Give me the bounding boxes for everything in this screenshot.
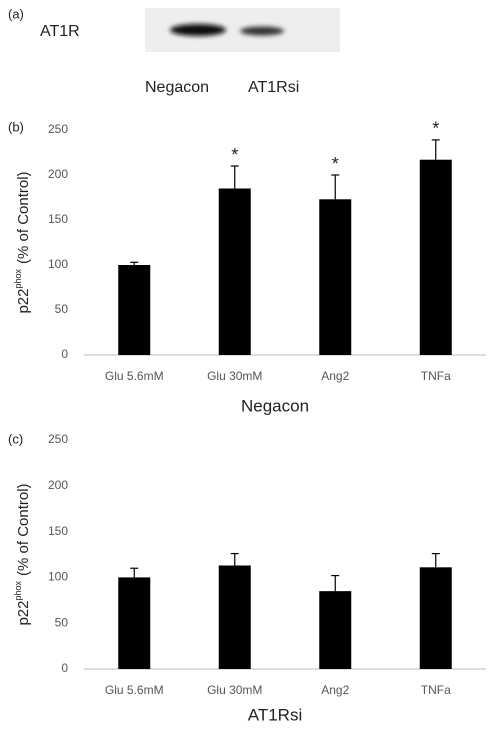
x-tick-label: Ang2	[321, 683, 349, 697]
error-bar	[432, 554, 440, 568]
bar	[219, 189, 251, 356]
y-axis-label-part: phox	[13, 580, 23, 600]
y-tick-label: 50	[55, 302, 69, 316]
blot-band	[240, 27, 284, 36]
x-tick-label: Ang2	[321, 369, 349, 383]
lane-label: Negacon	[145, 79, 209, 96]
panel-label: (a)	[8, 6, 24, 21]
y-tick-label: 100	[48, 570, 68, 584]
error-bar	[331, 175, 339, 199]
error-bar	[231, 554, 239, 566]
bar	[219, 565, 251, 669]
y-tick-label: 250	[48, 122, 68, 136]
error-bar	[130, 568, 138, 577]
bar	[319, 591, 351, 669]
x-tick-label: TNFa	[421, 369, 451, 383]
panel-label: (c)	[8, 431, 23, 446]
bar	[118, 265, 150, 355]
y-axis-label: p22phox (% of Control)	[13, 483, 32, 625]
figure: (a) AT1R Negacon AT1Rsi (b)p22phox(% of …	[0, 0, 488, 735]
significance-mark: *	[432, 119, 439, 139]
x-tick-label: TNFa	[421, 683, 451, 697]
y-axis-label: p22phox (% of Control)	[13, 171, 32, 313]
lane-label: AT1Rsi	[248, 79, 299, 96]
significance-mark: *	[332, 154, 339, 174]
y-tick-label: 200	[48, 167, 68, 181]
y-tick-label: 50	[55, 615, 69, 629]
y-axis-label-part: p22	[15, 289, 32, 314]
bar	[319, 199, 351, 355]
x-tick-label: Glu 5.6mM	[105, 369, 164, 383]
blot-protein: AT1R	[40, 23, 80, 40]
y-tick-label: 200	[48, 478, 68, 492]
x-tick-label: Glu 30mM	[207, 683, 262, 697]
x-tick-label: Glu 5.6mM	[105, 683, 164, 697]
significance-mark: *	[231, 145, 238, 165]
error-bar	[331, 576, 339, 592]
bar	[420, 567, 452, 669]
y-tick-label: 100	[48, 257, 68, 271]
y-tick-label: 150	[48, 212, 68, 226]
y-tick-label: 150	[48, 524, 68, 538]
y-axis-label-part: (% of Control)	[15, 483, 32, 576]
panel-label: (b)	[8, 119, 24, 134]
y-tick-label: 0	[61, 661, 68, 675]
error-bar	[130, 262, 138, 265]
y-axis-label-part: p22	[15, 601, 32, 626]
y-tick-label: 0	[61, 347, 68, 361]
x-axis-label: Negacon	[241, 396, 309, 415]
blot-band	[170, 24, 226, 36]
y-axis-label-part: (% of Control)	[15, 171, 32, 264]
bar	[420, 160, 452, 355]
y-axis-label-part: phox	[13, 268, 23, 288]
bar	[118, 577, 150, 669]
error-bar	[432, 140, 440, 160]
x-tick-label: Glu 30mM	[207, 369, 262, 383]
error-bar	[231, 166, 239, 189]
y-tick-label: 250	[48, 432, 68, 446]
x-axis-label: AT1Rsi	[248, 705, 302, 724]
